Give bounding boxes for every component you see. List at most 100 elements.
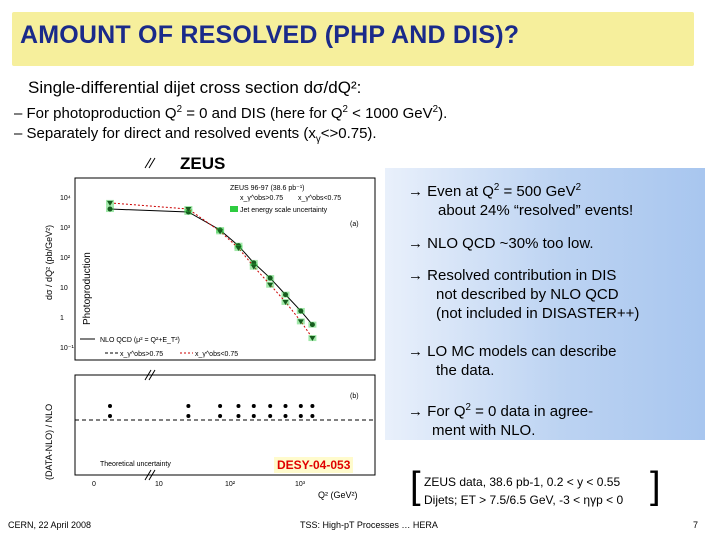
data-point-1-7 [297,319,304,325]
y-axis-label-top: dσ / dQ² (pb/GeV²) [44,225,54,300]
tick-x-3: 10³ [295,481,306,488]
tick-x-2: 10² [225,481,236,488]
legend-b-3: (b) [350,393,359,400]
uncertainty-band-0-7 [296,307,305,314]
bullet-direct-resolved: – Separately for direct and resolved eve… [14,125,377,145]
data-point-1-3 [235,246,242,252]
tick-y-4: 10 [60,285,68,292]
legend-green-box [230,206,238,212]
data-point-1-0 [107,200,113,206]
data-point-0-0 [107,206,113,212]
ratio-point-0-5 [268,404,273,408]
axis-break-mid [144,369,156,381]
ratio-point-0-8 [310,404,315,408]
tick-y-2: 10³ [60,225,71,232]
data-point-1-8 [309,336,316,342]
info-bracket-left: [ [410,465,421,507]
ratio-point-1-1 [186,414,191,418]
ratio-point-1-6 [283,414,288,418]
ratio-point-1-5 [268,414,273,418]
tick-y-6: 10⁻¹ [60,345,74,352]
note-nlo-too-low: → NLO QCD ~30% too low. [408,235,594,252]
ratio-point-0-2 [218,404,223,408]
legend-b-4: Theoretical uncertainty [100,461,171,468]
ratio-point-0-1 [186,404,191,408]
uncertainty-band-1-5 [266,281,275,288]
data-point-1-4 [250,264,257,270]
info-line-2: Dijets; ET > 7.5/6.5 GeV, -3 < ηγp < 0 [424,493,624,507]
zeus-plot: 10⁴ 10³ 10² 10 1 10⁻¹ 0 10 10² 10³ dσ / … [30,150,380,520]
data-point-0-5 [267,275,273,281]
plot-svg: 10⁴ 10³ 10² 10 1 10⁻¹ 0 10 10² 10³ dσ / … [44,157,376,500]
legend-a-0: ZEUS 96-97 (38.6 pb⁻¹) [230,185,305,192]
tick-y-1: 10⁴ [60,195,71,202]
legend-a-2: x_γ^obs<0.75 [298,195,341,202]
tick-y-3: 10² [60,255,71,262]
data-point-0-4 [251,260,257,266]
legend-b-0: NLO QCD (μ² = Q²+E_T²) [100,337,180,344]
footer-date: CERN, 22 April 2008 [8,520,92,530]
info-line-1: ZEUS data, 38.6 pb-1, 0.2 < y < 0.55 [424,475,621,489]
page-number: 7 [693,520,699,530]
axis-break-top [144,157,156,169]
uncertainty-band-0-8 [308,321,317,328]
uncertainty-band-1-8 [308,335,317,342]
note-lo-mc: → LO MC models can describe the data. [408,343,617,379]
legend-a-4: (a) [350,221,359,228]
data-point-0-7 [298,308,304,314]
ratio-point-0-0 [108,404,112,408]
ratio-point-1-3 [236,414,241,418]
series-line-0 [109,208,313,325]
uncertainty-band-0-5 [266,275,275,282]
uncertainty-band-0-6 [281,291,290,298]
legend-a-3: Jet energy scale uncertainty [240,207,328,214]
ratio-point-0-4 [251,404,256,408]
ratio-point-0-6 [283,404,288,408]
ratio-point-1-4 [251,414,256,418]
uncertainty-band-1-1 [184,206,193,213]
legend-b-1: x_γ^obs>0.75 [120,351,163,358]
note-q2-zero: → For Q2 = 0 data in agree- ment with NL… [408,402,594,439]
title-bar [12,12,694,66]
tick-x-0: 0 [92,481,96,488]
panel-b-frame [74,374,376,476]
legend-a-1: x_γ^obs>0.75 [240,195,283,202]
y-axis-label-bottom: (DATA-NLO) / NLO [44,404,54,480]
ratio-point-1-8 [310,414,315,418]
uncertainty-band-1-6 [281,298,290,305]
footer-session: TSS: High-pT Processes … HERA [300,520,438,530]
uncertainty-band-1-4 [249,263,258,270]
data-point-1-2 [217,229,224,235]
x-axis-label: Q² (GeV²) [318,490,358,500]
desy-report-label: DESY-04-053 [274,457,354,473]
data-point-1-5 [267,282,274,288]
data-point-1-6 [282,299,289,305]
series-line-1 [109,202,313,339]
uncertainty-band-0-0 [106,206,114,213]
uncertainty-band-0-4 [249,259,258,266]
note-even-at-q2: → Even at Q2 = 500 GeV2 about 24% “resol… [408,182,634,219]
ratio-point-0-7 [298,404,303,408]
plot-marks [106,199,317,418]
slide-title: AMOUNT OF RESOLVED (PHP AND DIS)? [20,21,520,49]
tick-x-1: 10 [155,481,163,488]
bullet-photoproduction: – For photoproduction Q2 = 0 and DIS (he… [14,104,448,122]
uncertainty-band-0-3 [234,242,243,249]
uncertainty-band-1-2 [216,228,225,235]
data-point-1-1 [185,207,192,213]
ratio-point-1-2 [218,414,223,418]
intro-text: Single-differential dijet cross section … [28,78,362,97]
uncertainty-band-1-7 [296,318,305,325]
note-resolved-dis: → Resolved contribution in DIS not descr… [408,267,640,322]
notes-panel [385,168,705,440]
data-point-0-6 [283,292,288,298]
ratio-point-0-3 [236,404,241,408]
panel-a-frame [74,177,376,361]
ratio-point-1-0 [108,414,112,418]
data-point-0-8 [309,322,315,328]
tick-y-5: 1 [60,315,64,322]
ratio-point-1-7 [298,414,303,418]
axis-break-bottom [144,469,156,481]
legend-b-2: x_γ^obs<0.75 [195,351,238,358]
uncertainty-band-1-3 [234,245,243,252]
